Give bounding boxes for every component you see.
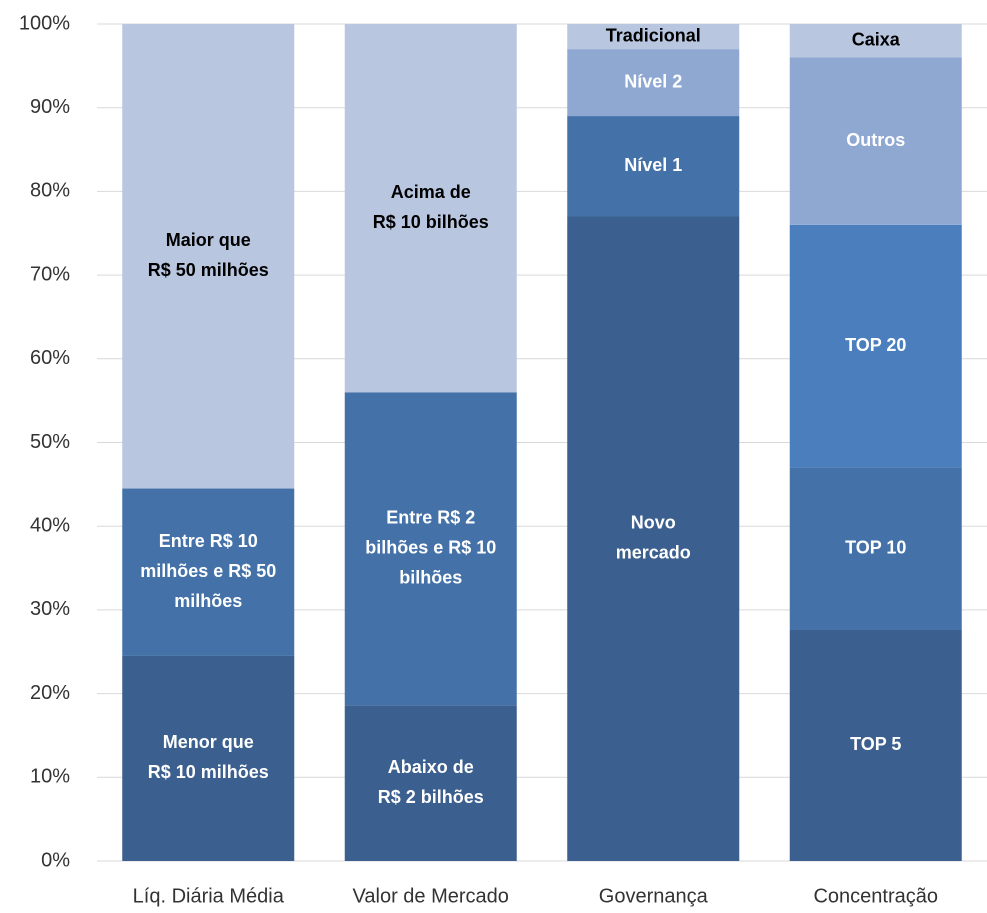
bar-segment	[789, 224, 962, 468]
bar-segment	[122, 655, 295, 861]
y-tick-label: 30%	[30, 598, 70, 620]
segment-label: milhões e R$ 50	[140, 561, 276, 581]
segment-label: R$ 10 milhões	[148, 762, 269, 782]
segment-label: TOP 20	[845, 335, 906, 355]
segment-label: R$ 2 bilhões	[378, 787, 484, 807]
segment-label: R$ 10 bilhões	[373, 212, 489, 232]
y-tick-label: 40%	[30, 514, 70, 536]
y-tick-label: 80%	[30, 180, 70, 202]
segment-label: Menor que	[163, 732, 254, 752]
bar-segment	[344, 705, 517, 861]
segment-label: TOP 5	[850, 734, 901, 754]
segment-label: Nível 1	[624, 155, 682, 175]
segment-label: bilhões	[399, 568, 462, 588]
bar-segment	[344, 24, 517, 393]
segment-label: TOP 10	[845, 538, 906, 558]
y-tick-label: 10%	[30, 766, 70, 788]
bar-segment	[567, 49, 740, 117]
bar-segment	[567, 116, 740, 217]
bar-segment	[789, 57, 962, 225]
bar-segment	[789, 629, 962, 861]
segment-label: Caixa	[852, 29, 901, 49]
bar-segment	[789, 467, 962, 630]
y-tick-label: 70%	[30, 263, 70, 285]
segment-label: Acima de	[391, 182, 471, 202]
segment-label: Entre R$ 2	[386, 508, 475, 528]
y-tick-label: 90%	[30, 96, 70, 118]
y-tick-label: 50%	[30, 431, 70, 453]
segment-label: Novo	[631, 513, 676, 533]
segment-label: Outros	[846, 130, 905, 150]
bar-segment	[122, 488, 295, 656]
bar-segment	[122, 24, 295, 489]
segment-label: Maior que	[166, 230, 251, 250]
segment-label: milhões	[174, 591, 242, 611]
segment-label: Entre R$ 10	[159, 531, 258, 551]
y-tick-label: 60%	[30, 347, 70, 369]
segment-label: bilhões e R$ 10	[365, 538, 496, 558]
x-tick-label: Líq. Diária Média	[133, 885, 285, 907]
segment-label: Abaixo de	[388, 757, 474, 777]
y-tick-label: 0%	[41, 849, 70, 871]
bar-segment	[567, 216, 740, 861]
segment-label: Nível 2	[624, 71, 682, 91]
x-tick-label: Valor de Mercado	[353, 885, 509, 907]
y-tick-label: 100%	[19, 12, 70, 34]
segment-label: mercado	[616, 543, 691, 563]
x-tick-label: Concentração	[813, 885, 938, 907]
bar-segment	[567, 24, 740, 50]
bar-segment	[789, 24, 962, 58]
bar-segment	[344, 392, 517, 706]
x-tick-label: Governança	[599, 885, 709, 907]
segment-label: R$ 50 milhões	[148, 260, 269, 280]
segment-label: Tradicional	[606, 25, 701, 45]
y-tick-label: 20%	[30, 682, 70, 704]
